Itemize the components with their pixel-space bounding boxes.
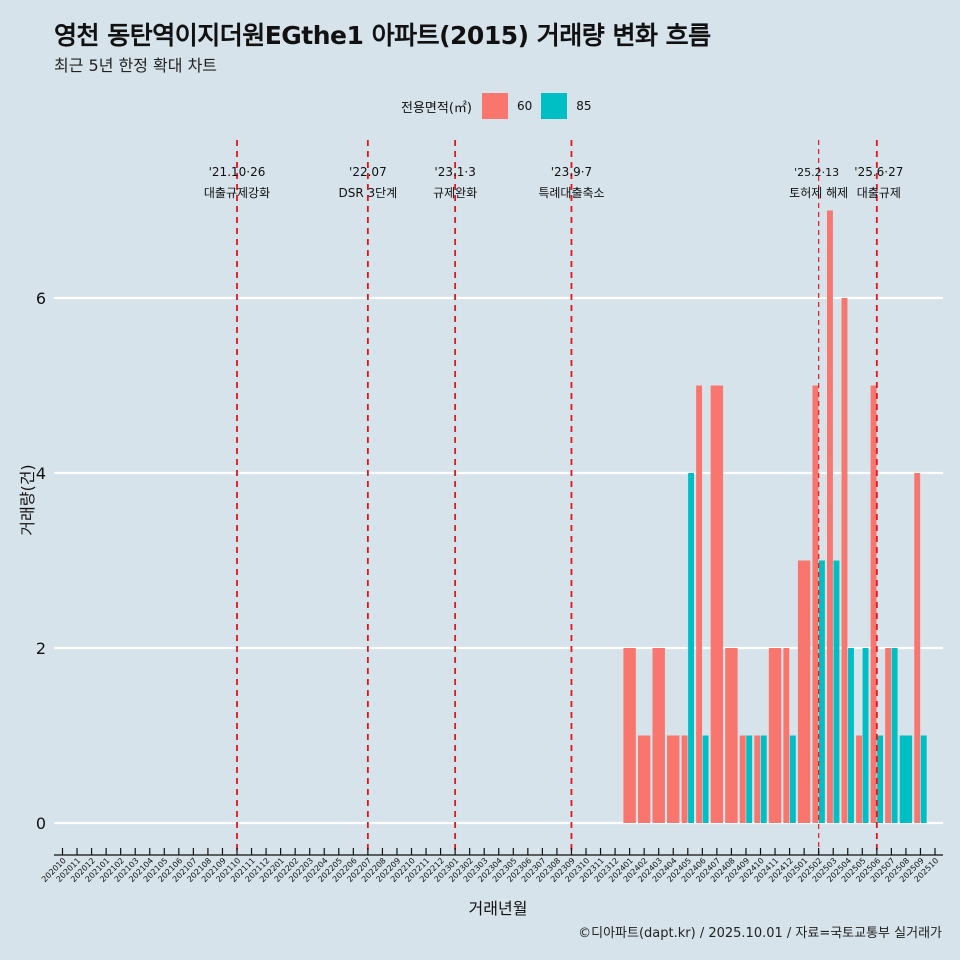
event-label: 규제완화 <box>433 186 477 200</box>
bar-60-202405 <box>681 735 688 823</box>
bar-85-202504 <box>848 648 854 823</box>
bar-60-202506 <box>870 385 877 823</box>
bar-85-202508 <box>899 735 913 823</box>
event-label: 특례대출축소 <box>538 186 604 200</box>
legend-swatch-85 <box>541 93 568 119</box>
y-axis: 0 2 4 6 <box>36 289 46 833</box>
bar-85-202507 <box>891 648 898 823</box>
bar-60-202502 <box>812 385 819 823</box>
y-tick-label: 4 <box>36 464 46 483</box>
legend: 전용면적(㎡) 60 85 <box>401 93 601 119</box>
bars <box>623 210 927 823</box>
event-lines <box>236 140 878 855</box>
bar-60-202504 <box>841 298 848 823</box>
bar-85-202502 <box>818 560 825 823</box>
bar-60-202509 <box>914 473 921 823</box>
y-tick-label: 0 <box>36 814 46 833</box>
legend-label-60: 60 <box>516 99 533 113</box>
bar-60-202501 <box>797 560 811 823</box>
bar-60-202403 <box>652 648 665 823</box>
event-date: '25.6·27 <box>854 165 903 179</box>
bar-60-202409 <box>739 735 746 823</box>
bar-85-202410 <box>760 735 767 823</box>
bar-85-202505 <box>862 648 869 823</box>
bar-60-202503 <box>827 210 833 823</box>
source-caption: ©디아파트(dapt.kr) / 2025.10.01 / 자료=국토교통부 실… <box>578 926 942 941</box>
event-annotations: '21.10·26 대출규제강화 '22.07 DSR 3단계 '23.1·3 규제완화 '… <box>204 165 904 200</box>
event-label: 대출규제 <box>857 186 901 200</box>
event-date: '22.07 <box>349 165 387 179</box>
legend-swatch-60 <box>481 93 508 119</box>
bar-60-202507 <box>885 648 892 823</box>
y-axis-title: 거래량(건) <box>18 464 37 535</box>
bar-85-202412 <box>789 735 796 823</box>
event-label: DSR 3단계 <box>339 186 398 200</box>
legend-label-85: 85 <box>576 99 592 113</box>
bar-60-202410 <box>754 735 761 823</box>
bar-85-202509 <box>920 735 927 823</box>
event-date: '25.2·13 <box>794 166 839 179</box>
bar-60-202505 <box>856 735 862 823</box>
bar-60-202401 <box>623 648 636 823</box>
bar-60-202408 <box>725 648 738 823</box>
event-label: 토허제 해제 <box>789 186 848 200</box>
bar-60-202407 <box>710 385 724 823</box>
bar-85-202409 <box>746 735 753 823</box>
chart-title: 영천 동탄역이지더원EGthe1 아파트(2015) 거래량 변화 흐름 <box>54 21 711 50</box>
bar-60-202411 <box>768 648 782 823</box>
bar-85-202503 <box>833 560 840 823</box>
bar-85-202406 <box>702 735 709 823</box>
event-label: 대출규제강화 <box>204 186 270 200</box>
bar-60-202402 <box>637 735 651 823</box>
x-axis-title: 거래년월 <box>469 899 528 918</box>
event-date: '23.9·7 <box>551 165 592 179</box>
y-tick-label: 2 <box>36 639 46 658</box>
bar-85-202405 <box>688 473 694 823</box>
y-tick-label: 6 <box>36 289 46 308</box>
legend-title: 전용면적(㎡) <box>401 100 472 116</box>
x-axis: 2020102020112020122021012021022021032021… <box>40 848 943 884</box>
bar-85-202506 <box>877 735 884 823</box>
event-date: '23.1·3 <box>434 165 475 179</box>
bar-60-202406 <box>696 385 703 823</box>
bar-60-202404 <box>667 735 680 823</box>
bar-60-202412 <box>783 648 790 823</box>
event-date: '21.10·26 <box>209 165 266 179</box>
chart-subtitle: 최근 5년 한정 확대 차트 <box>54 56 218 75</box>
